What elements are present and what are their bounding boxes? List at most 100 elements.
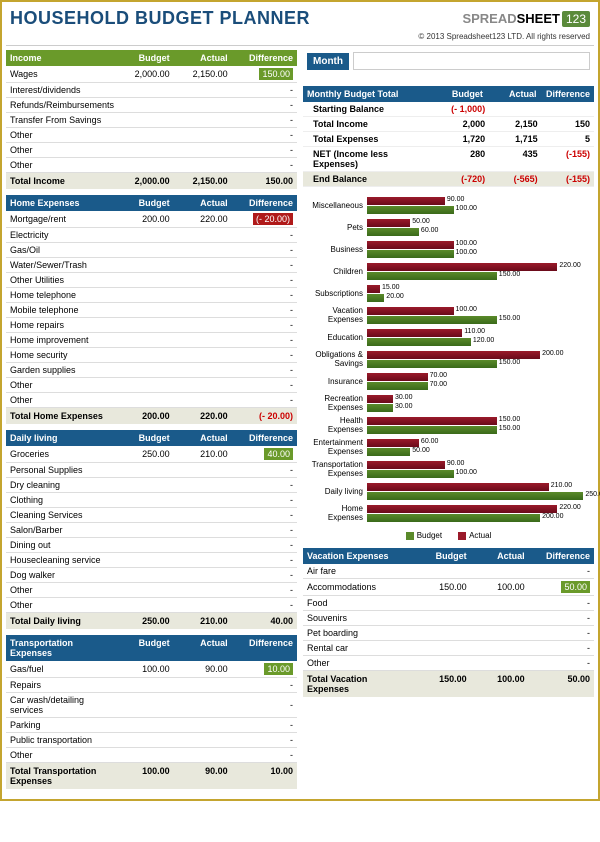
bar-budget: 100.00 [367, 250, 454, 258]
total-row: Total Income 2,000.00 2,150.00 150.00 [6, 173, 297, 189]
chart-row: Pets 50.00 60.00 [305, 219, 592, 237]
bar-budget: 70.00 [367, 382, 428, 390]
chart-row: Transportation Expenses 90.00 100.00 [305, 461, 592, 479]
summary-row: Total Expenses 1,720 1,715 5 [303, 132, 594, 147]
table-row[interactable]: Accommodations 150.00 100.00 50.00 [303, 579, 594, 596]
table-row[interactable]: Salon/Barber - [6, 523, 297, 538]
chart-row: Children 220.00 150.00 [305, 263, 592, 281]
table-row[interactable]: Home improvement - [6, 333, 297, 348]
table-row[interactable]: Dry cleaning - [6, 478, 297, 493]
bar-actual: 30.00 [367, 395, 393, 403]
summary-end-row: End Balance (-720) (-565) (-155) [303, 172, 594, 187]
bar-actual: 90.00 [367, 461, 445, 469]
table-row[interactable]: Water/Sewer/Trash - [6, 258, 297, 273]
table-row[interactable]: Other Utilities - [6, 273, 297, 288]
table-row[interactable]: Other - [6, 598, 297, 613]
bar-actual: 70.00 [367, 373, 428, 381]
header: HOUSEHOLD BUDGET PLANNER SPREADSHEET 123 [6, 6, 594, 31]
table-row[interactable]: Groceries 250.00 210.00 40.00 [6, 446, 297, 463]
table-row[interactable]: Other - [6, 128, 297, 143]
section-transportation-expenses: Transportation Expenses Budget Actual Di… [6, 635, 297, 789]
section-header: Vacation Expenses Budget Actual Differen… [303, 548, 594, 564]
table-row[interactable]: Refunds/Reimbursements - [6, 98, 297, 113]
chart-legend: Budget Actual [305, 527, 592, 544]
table-row[interactable]: Mortgage/rent 200.00 220.00 (- 20.00) [6, 211, 297, 228]
bar-actual: 90.00 [367, 197, 445, 205]
bar-budget: 150.00 [367, 426, 497, 434]
section-header: Daily living Budget Actual Difference [6, 430, 297, 446]
bar-budget: 50.00 [367, 448, 410, 456]
table-row[interactable]: Rental car - [303, 641, 594, 656]
chart-row: Business 100.00 100.00 [305, 241, 592, 259]
table-row[interactable]: Personal Supplies - [6, 463, 297, 478]
bar-budget: 100.00 [367, 470, 454, 478]
table-row[interactable]: Other - [6, 748, 297, 763]
table-row[interactable]: Car wash/detailing services - [6, 693, 297, 718]
table-row[interactable]: Housecleaning service - [6, 553, 297, 568]
bar-budget: 120.00 [367, 338, 471, 346]
table-row[interactable]: Other - [6, 583, 297, 598]
table-row[interactable]: Food - [303, 596, 594, 611]
bar-actual: 60.00 [367, 439, 419, 447]
table-row[interactable]: Other - [6, 143, 297, 158]
bar-budget: 20.00 [367, 294, 384, 302]
chart-row: Miscellaneous 90.00 100.00 [305, 197, 592, 215]
table-row[interactable]: Other - [6, 378, 297, 393]
table-row[interactable]: Transfer From Savings - [6, 113, 297, 128]
table-row[interactable]: Dining out - [6, 538, 297, 553]
bar-actual: 220.00 [367, 263, 557, 271]
table-row[interactable]: Pet boarding - [303, 626, 594, 641]
section-vacation-expenses: Vacation Expenses Budget Actual Differen… [303, 548, 594, 697]
table-row[interactable]: Home telephone - [6, 288, 297, 303]
table-row[interactable]: Garden supplies - [6, 363, 297, 378]
table-row[interactable]: Cleaning Services - [6, 508, 297, 523]
bar-budget: 150.00 [367, 272, 497, 280]
chart-row: Daily living 210.00 250.00 [305, 483, 592, 501]
section-home-expenses: Home Expenses Budget Actual Difference M… [6, 195, 297, 424]
bar-actual: 50.00 [367, 219, 410, 227]
total-row: Total Daily living 250.00 210.00 40.00 [6, 613, 297, 629]
section-header: Home Expenses Budget Actual Difference [6, 195, 297, 211]
section-header: Transportation Expenses Budget Actual Di… [6, 635, 297, 661]
table-row[interactable]: Clothing - [6, 493, 297, 508]
chart-row: Vacation Expenses 100.00 150.00 [305, 307, 592, 325]
table-row[interactable]: Air fare - [303, 564, 594, 579]
table-row[interactable]: Parking - [6, 718, 297, 733]
table-row[interactable]: Other - [303, 656, 594, 671]
bar-actual: 110.00 [367, 329, 462, 337]
bar-budget: 150.00 [367, 360, 497, 368]
month-label: Month [307, 53, 349, 70]
summary-row: NET (Income less Expenses) 280 435 (-155… [303, 147, 594, 172]
table-row[interactable]: Interest/dividends - [6, 83, 297, 98]
total-row: Total Vacation Expenses 150.00 100.00 50… [303, 671, 594, 697]
table-row[interactable]: Public transportation - [6, 733, 297, 748]
table-row[interactable]: Wages 2,000.00 2,150.00 150.00 [6, 66, 297, 83]
table-row[interactable]: Mobile telephone - [6, 303, 297, 318]
month-row: Month [303, 50, 594, 72]
summary-row: Total Income 2,000 2,150 150 [303, 117, 594, 132]
bar-budget: 250.00 [367, 492, 583, 500]
table-row[interactable]: Dog walker - [6, 568, 297, 583]
logo-badge: 123 [562, 11, 590, 27]
bar-actual: 100.00 [367, 307, 454, 315]
table-row[interactable]: Repairs - [6, 678, 297, 693]
section-income: Income Budget Actual Difference Wages 2,… [6, 50, 297, 189]
chart-row: Education 110.00 120.00 [305, 329, 592, 347]
left-column: Income Budget Actual Difference Wages 2,… [6, 50, 297, 795]
table-row[interactable]: Electricity - [6, 228, 297, 243]
page-title: HOUSEHOLD BUDGET PLANNER [10, 8, 310, 29]
total-row: Total Home Expenses 200.00 220.00 (- 20.… [6, 408, 297, 424]
table-row[interactable]: Gas/fuel 100.00 90.00 10.00 [6, 661, 297, 678]
bar-actual: 100.00 [367, 241, 454, 249]
table-row[interactable]: Souvenirs - [303, 611, 594, 626]
table-row[interactable]: Home repairs - [6, 318, 297, 333]
table-row[interactable]: Other - [6, 158, 297, 173]
copyright: © 2013 Spreadsheet123 LTD. All rights re… [6, 31, 594, 46]
table-row[interactable]: Gas/Oil - [6, 243, 297, 258]
table-row[interactable]: Other - [6, 393, 297, 408]
bar-budget: 200.00 [367, 514, 540, 522]
table-row[interactable]: Home security - [6, 348, 297, 363]
month-input[interactable] [353, 52, 590, 70]
chart-row: Health Expenses 150.00 150.00 [305, 417, 592, 435]
bar-budget: 100.00 [367, 206, 454, 214]
